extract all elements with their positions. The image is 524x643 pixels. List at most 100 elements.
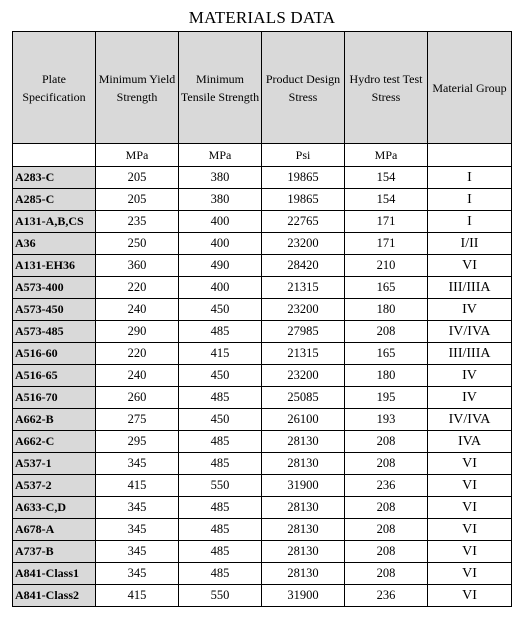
plate-specification-cell: A678-A	[12, 518, 96, 541]
material-group-cell: VI	[427, 584, 512, 607]
design-stress-cell: 26100	[261, 408, 345, 431]
yield-strength-cell: 415	[95, 474, 179, 497]
table-row: A678-A 345 485 28130 208 VI	[12, 518, 512, 541]
material-group-cell: I	[427, 166, 512, 189]
plate-specification-cell: A537-2	[12, 474, 96, 497]
plate-specification-cell: A516-65	[12, 364, 96, 387]
hydro-test-stress-cell: 208	[344, 320, 428, 343]
hydro-test-stress-cell: 154	[344, 188, 428, 211]
tensile-strength-cell: 380	[178, 188, 262, 211]
design-stress-cell: 28130	[261, 430, 345, 453]
design-stress-cell: 28420	[261, 254, 345, 277]
tensile-strength-cell: 485	[178, 320, 262, 343]
hydro-test-stress-cell: 208	[344, 452, 428, 475]
material-group-cell: IVA	[427, 430, 512, 453]
hydro-test-stress-cell: 171	[344, 210, 428, 233]
header-product-design-stress: Product Design Stress	[261, 31, 345, 144]
hydro-test-stress-cell: 180	[344, 364, 428, 387]
design-stress-cell: 21315	[261, 342, 345, 365]
table-row: A737-B 345 485 28130 208 VI	[12, 540, 512, 563]
header-minimum-tensile-strength: Minimum Tensile Strength	[178, 31, 262, 144]
design-stress-cell: 19865	[261, 166, 345, 189]
design-stress-cell: 28130	[261, 452, 345, 475]
tensile-strength-cell: 415	[178, 342, 262, 365]
table-row: A633-C,D 345 485 28130 208 VI	[12, 496, 512, 519]
units-row: MPa MPa Psi MPa	[12, 143, 512, 167]
tensile-strength-cell: 380	[178, 166, 262, 189]
tensile-strength-cell: 450	[178, 298, 262, 321]
header-plate-specification: Plate Specification	[12, 31, 96, 144]
plate-specification-cell: A283-C	[12, 166, 96, 189]
materials-table: Plate Specification Minimum Yield Streng…	[12, 31, 512, 607]
plate-specification-cell: A573-485	[12, 320, 96, 343]
unit-cell: Psi	[261, 143, 345, 167]
table-row: A841-Class2 415 550 31900 236 VI	[12, 584, 512, 607]
hydro-test-stress-cell: 208	[344, 562, 428, 585]
design-stress-cell: 25085	[261, 386, 345, 409]
design-stress-cell: 28130	[261, 496, 345, 519]
tensile-strength-cell: 550	[178, 584, 262, 607]
plate-specification-cell: A285-C	[12, 188, 96, 211]
header-minimum-yield-strength: Minimum Yield Strength	[95, 31, 179, 144]
plate-specification-cell: A131-EH36	[12, 254, 96, 277]
hydro-test-stress-cell: 208	[344, 496, 428, 519]
plate-specification-cell: A841-Class2	[12, 584, 96, 607]
yield-strength-cell: 275	[95, 408, 179, 431]
hydro-test-stress-cell: 165	[344, 276, 428, 299]
hydro-test-stress-cell: 236	[344, 584, 428, 607]
yield-strength-cell: 345	[95, 496, 179, 519]
hydro-test-stress-cell: 154	[344, 166, 428, 189]
plate-specification-cell: A537-1	[12, 452, 96, 475]
header-hydro-test-stress: Hydro test Test Stress	[344, 31, 428, 144]
design-stress-cell: 31900	[261, 474, 345, 497]
yield-strength-cell: 345	[95, 540, 179, 563]
design-stress-cell: 28130	[261, 540, 345, 563]
unit-cell: MPa	[178, 143, 262, 167]
yield-strength-cell: 240	[95, 298, 179, 321]
hydro-test-stress-cell: 208	[344, 430, 428, 453]
material-group-cell: VI	[427, 452, 512, 475]
hydro-test-stress-cell: 180	[344, 298, 428, 321]
hydro-test-stress-cell: 171	[344, 232, 428, 255]
yield-strength-cell: 260	[95, 386, 179, 409]
tensile-strength-cell: 485	[178, 496, 262, 519]
plate-specification-cell: A573-450	[12, 298, 96, 321]
hydro-test-stress-cell: 165	[344, 342, 428, 365]
yield-strength-cell: 250	[95, 232, 179, 255]
plate-specification-cell: A737-B	[12, 540, 96, 563]
yield-strength-cell: 345	[95, 562, 179, 585]
unit-cell: MPa	[344, 143, 428, 167]
design-stress-cell: 23200	[261, 298, 345, 321]
plate-specification-cell: A662-B	[12, 408, 96, 431]
plate-specification-cell: A573-400	[12, 276, 96, 299]
yield-strength-cell: 345	[95, 452, 179, 475]
yield-strength-cell: 290	[95, 320, 179, 343]
design-stress-cell: 21315	[261, 276, 345, 299]
material-group-cell: IV	[427, 298, 512, 321]
table-row: A283-C 205 380 19865 154 I	[12, 166, 512, 189]
table-row: A662-C 295 485 28130 208 IVA	[12, 430, 512, 453]
table-row: A537-1 345 485 28130 208 VI	[12, 452, 512, 475]
material-group-cell: VI	[427, 254, 512, 277]
material-group-cell: I	[427, 210, 512, 233]
material-group-cell: IV	[427, 364, 512, 387]
table-row: A131-EH36 360 490 28420 210 VI	[12, 254, 512, 277]
material-group-cell: IV/IVA	[427, 320, 512, 343]
design-stress-cell: 28130	[261, 518, 345, 541]
tensile-strength-cell: 450	[178, 408, 262, 431]
tensile-strength-cell: 485	[178, 562, 262, 585]
design-stress-cell: 22765	[261, 210, 345, 233]
tensile-strength-cell: 400	[178, 276, 262, 299]
table-row: A662-B 275 450 26100 193 IV/IVA	[12, 408, 512, 431]
plate-specification-cell: A516-70	[12, 386, 96, 409]
design-stress-cell: 23200	[261, 232, 345, 255]
design-stress-cell: 28130	[261, 562, 345, 585]
header-row: Plate Specification Minimum Yield Streng…	[12, 31, 512, 144]
material-group-cell: VI	[427, 496, 512, 519]
tensile-strength-cell: 490	[178, 254, 262, 277]
yield-strength-cell: 295	[95, 430, 179, 453]
header-material-group: Material Group	[427, 31, 512, 144]
material-group-cell: I/II	[427, 232, 512, 255]
tensile-strength-cell: 485	[178, 386, 262, 409]
plate-specification-cell: A131-A,B,CS	[12, 210, 96, 233]
